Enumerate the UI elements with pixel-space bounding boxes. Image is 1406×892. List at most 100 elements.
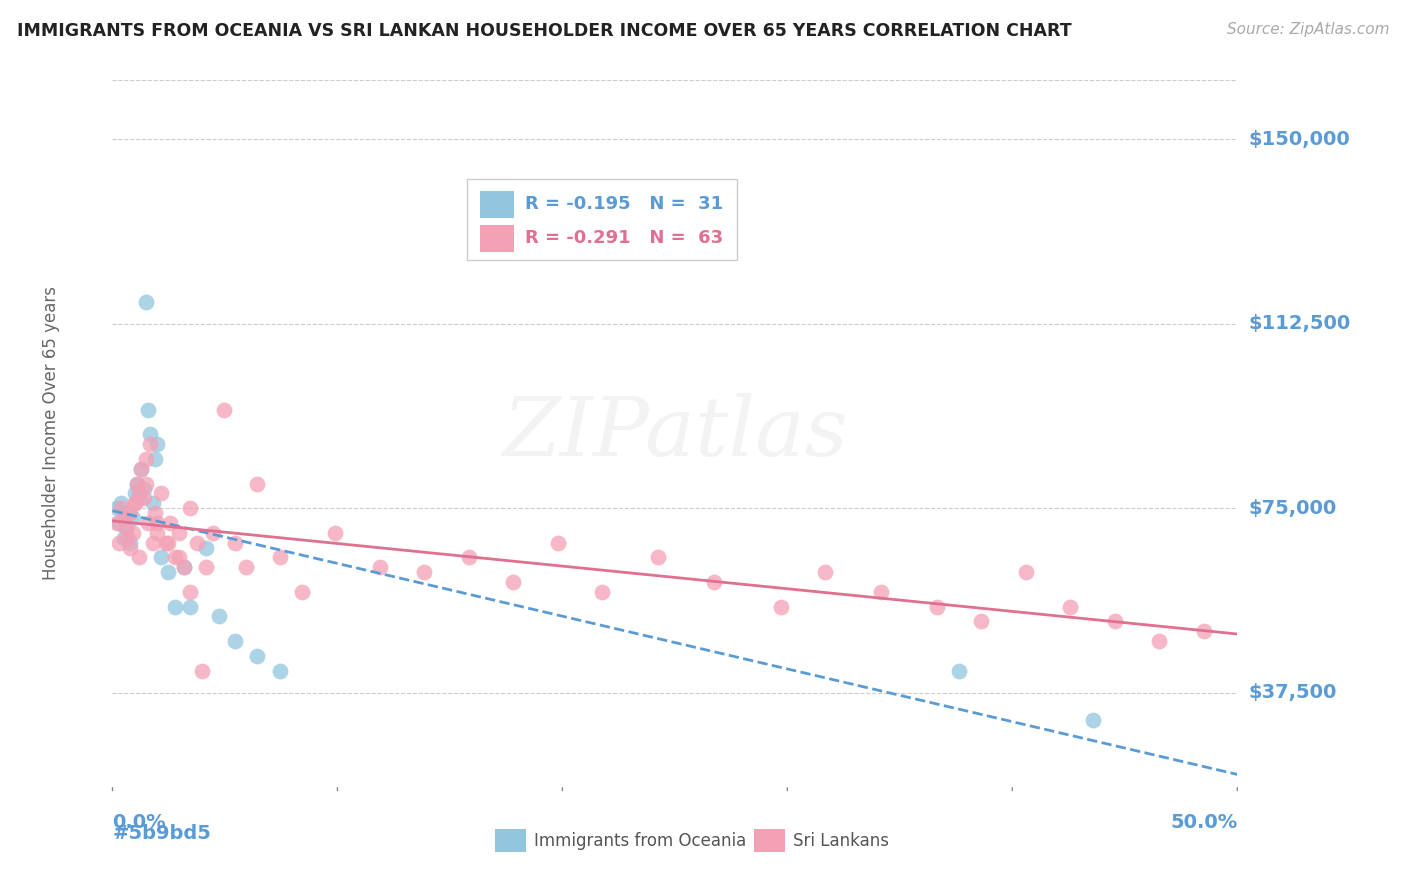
Text: $150,000: $150,000: [1249, 130, 1350, 149]
Point: [1059, 599, 1081, 614]
Point: [970, 615, 993, 629]
Point: [110, 496, 132, 510]
Point: [139, 437, 162, 451]
Point: [143, 452, 166, 467]
Point: [163, 550, 186, 565]
Point: [246, 476, 269, 491]
Point: [150, 550, 173, 565]
Point: [291, 585, 314, 599]
Point: [105, 501, 128, 516]
Point: [143, 506, 166, 520]
Text: $75,000: $75,000: [1249, 499, 1337, 517]
Point: [870, 585, 893, 599]
Point: [179, 599, 201, 614]
Point: [169, 525, 191, 540]
Point: [269, 664, 291, 678]
Point: [105, 516, 128, 530]
Text: $112,500: $112,500: [1249, 314, 1351, 334]
Point: [135, 476, 157, 491]
FancyBboxPatch shape: [467, 179, 737, 260]
Point: [120, 541, 142, 555]
Point: [159, 516, 181, 530]
Text: R = -0.291   N =  63: R = -0.291 N = 63: [526, 229, 724, 247]
Point: [108, 535, 131, 549]
Point: [121, 525, 143, 540]
Point: [112, 511, 135, 525]
Point: [136, 402, 159, 417]
Point: [131, 462, 153, 476]
Point: [814, 565, 837, 579]
Point: [139, 427, 162, 442]
Point: [135, 452, 157, 467]
Text: IMMIGRANTS FROM OCEANIA VS SRI LANKAN HOUSEHOLDER INCOME OVER 65 YEARS CORRELATI: IMMIGRANTS FROM OCEANIA VS SRI LANKAN HO…: [17, 22, 1071, 40]
Point: [142, 535, 165, 549]
Point: [246, 648, 269, 663]
Bar: [481, 225, 515, 252]
Point: [146, 516, 169, 530]
Point: [201, 525, 224, 540]
Point: [703, 575, 725, 590]
Point: [235, 560, 257, 574]
Point: [323, 525, 346, 540]
Point: [117, 531, 139, 545]
Point: [132, 491, 155, 506]
Point: [502, 575, 524, 590]
Point: [173, 560, 195, 574]
Point: [146, 437, 169, 451]
Point: [117, 506, 139, 520]
Point: [224, 634, 246, 648]
Text: $37,500: $37,500: [1249, 683, 1337, 702]
Point: [142, 496, 165, 510]
Point: [115, 521, 138, 535]
Point: [212, 402, 235, 417]
Point: [132, 482, 155, 496]
Point: [124, 496, 146, 510]
Point: [157, 535, 180, 549]
Point: [120, 506, 142, 520]
Bar: [754, 830, 785, 852]
Point: [128, 550, 150, 565]
Text: 0.0%: 0.0%: [112, 814, 166, 832]
Text: Source: ZipAtlas.com: Source: ZipAtlas.com: [1226, 22, 1389, 37]
Point: [224, 535, 246, 549]
Point: [769, 599, 792, 614]
Point: [121, 511, 143, 525]
Point: [457, 550, 479, 565]
Bar: [481, 191, 515, 218]
Text: Immigrants from Oceania: Immigrants from Oceania: [534, 831, 747, 849]
Point: [125, 476, 148, 491]
Point: [1192, 624, 1215, 639]
Point: [124, 486, 146, 500]
Point: [647, 550, 669, 565]
Point: [190, 664, 212, 678]
Point: [186, 535, 208, 549]
Point: [135, 294, 157, 309]
Point: [136, 516, 159, 530]
Text: Householder Income Over 65 years: Householder Income Over 65 years: [42, 285, 59, 580]
Point: [108, 516, 131, 530]
Point: [125, 476, 148, 491]
Text: #5b9bd5: #5b9bd5: [112, 824, 211, 843]
Point: [195, 541, 218, 555]
Point: [169, 550, 191, 565]
Point: [1015, 565, 1038, 579]
Point: [115, 521, 138, 535]
Point: [155, 535, 177, 549]
Point: [269, 550, 291, 565]
Text: ZIPatlas: ZIPatlas: [502, 392, 848, 473]
Point: [128, 491, 150, 506]
Text: 50.0%: 50.0%: [1170, 814, 1237, 832]
Point: [413, 565, 436, 579]
Point: [128, 486, 150, 500]
Point: [150, 486, 173, 500]
Point: [208, 609, 231, 624]
Point: [948, 664, 970, 678]
Point: [925, 599, 948, 614]
Point: [131, 462, 153, 476]
Point: [120, 535, 142, 549]
Point: [157, 565, 180, 579]
Point: [173, 560, 195, 574]
Point: [1149, 634, 1171, 648]
Bar: [495, 830, 526, 852]
Point: [179, 585, 201, 599]
